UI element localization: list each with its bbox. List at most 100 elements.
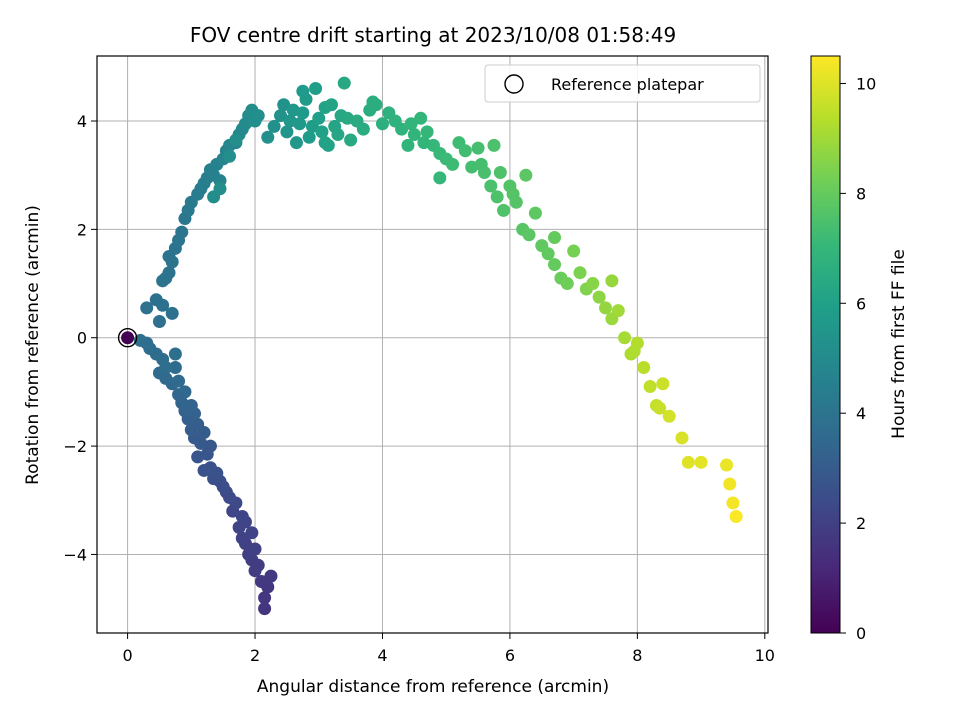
data-point	[420, 125, 434, 139]
data-point	[729, 510, 743, 524]
data-point	[213, 182, 227, 196]
data-point	[223, 149, 237, 163]
data-point	[506, 187, 520, 201]
y-tick-label: −2	[63, 437, 87, 456]
colorbar-ticks: 0 2 4 6 8 10	[840, 74, 876, 643]
data-point	[165, 306, 179, 320]
data-point	[191, 417, 205, 431]
data-point	[168, 347, 182, 361]
data-point	[178, 385, 192, 399]
data-point	[261, 130, 275, 144]
data-point	[156, 298, 170, 312]
data-point	[248, 542, 262, 556]
data-point	[484, 179, 498, 193]
data-point	[401, 138, 415, 152]
legend-box	[484, 64, 761, 103]
reference-marker	[117, 328, 138, 348]
colorbar-tick-label: 8	[856, 184, 866, 203]
data-point	[251, 109, 265, 123]
data-point	[258, 591, 272, 605]
colorbar-tick-label: 10	[856, 74, 876, 93]
colorbar-tick-label: 6	[856, 294, 866, 313]
data-point	[156, 274, 170, 288]
data-point	[723, 477, 737, 491]
data-point	[414, 111, 428, 125]
data-point	[522, 228, 536, 242]
data-point	[312, 111, 326, 125]
data-point	[573, 266, 587, 280]
data-point	[592, 290, 606, 304]
data-point	[407, 128, 421, 142]
legend: Reference platepar	[484, 64, 761, 103]
data-point	[493, 165, 507, 179]
data-point	[548, 258, 562, 272]
x-axis-label: Angular distance from reference (arcmin)	[257, 677, 609, 697]
y-tick-label: 0	[77, 329, 87, 348]
data-point	[235, 510, 249, 524]
data-point	[280, 125, 294, 139]
data-point	[490, 190, 504, 204]
data-point	[720, 458, 734, 472]
data-point	[567, 244, 581, 258]
y-axis-label: Rotation from reference (arcmin)	[23, 205, 43, 485]
data-point	[197, 463, 211, 477]
x-tick-label: 10	[755, 646, 775, 665]
data-point	[487, 138, 501, 152]
data-point	[318, 136, 332, 150]
data-point	[560, 277, 574, 291]
plot-frame	[96, 55, 769, 634]
data-point	[302, 130, 316, 144]
data-point	[548, 230, 562, 244]
data-point	[366, 95, 380, 109]
data-point	[694, 455, 708, 469]
colorbar-tick-label: 2	[856, 514, 866, 533]
data-point	[404, 117, 418, 131]
data-point	[267, 119, 281, 133]
data-point	[528, 206, 542, 220]
y-axis: −4 −2 0 2 4	[63, 112, 97, 564]
colorbar-gradient	[810, 55, 841, 634]
data-point	[296, 106, 310, 120]
data-point	[519, 168, 533, 182]
legend-label: Reference platepar	[551, 75, 704, 94]
data-point	[586, 277, 600, 291]
y-tick-label: 2	[77, 220, 87, 239]
x-tick-label: 2	[250, 646, 260, 665]
data-point	[331, 128, 345, 142]
data-points	[121, 76, 743, 616]
data-point	[309, 82, 323, 96]
data-point	[337, 76, 351, 90]
data-point	[675, 431, 689, 445]
data-point	[356, 122, 370, 136]
data-point	[611, 304, 625, 318]
x-axis: 0 2 4 6 8 10	[122, 633, 775, 665]
data-point	[417, 136, 431, 150]
data-point	[656, 377, 670, 391]
data-point	[605, 274, 619, 288]
data-point	[541, 247, 555, 261]
colorbar-tick-label: 0	[856, 624, 866, 643]
data-point	[121, 331, 135, 345]
data-point	[637, 361, 651, 375]
data-point	[662, 409, 676, 423]
data-point	[653, 401, 667, 415]
data-point	[344, 133, 358, 147]
x-tick-label: 6	[505, 646, 515, 665]
chart-title: FOV centre drift starting at 2023/10/08 …	[190, 23, 676, 47]
data-point	[433, 171, 447, 185]
data-point	[274, 109, 288, 123]
data-point	[140, 301, 154, 315]
legend-marker-icon	[504, 74, 524, 94]
data-point	[643, 379, 657, 393]
data-point	[315, 125, 329, 139]
colorbar-label: Hours from first FF file	[889, 249, 909, 439]
data-point	[277, 98, 291, 112]
y-tick-label: −4	[63, 545, 87, 564]
data-point	[618, 331, 632, 345]
data-point	[229, 133, 243, 147]
data-point	[446, 157, 460, 171]
colorbar: 0 2 4 6 8 10 Hours from first FF file	[810, 55, 909, 643]
data-point	[293, 117, 307, 131]
data-point	[168, 361, 182, 375]
